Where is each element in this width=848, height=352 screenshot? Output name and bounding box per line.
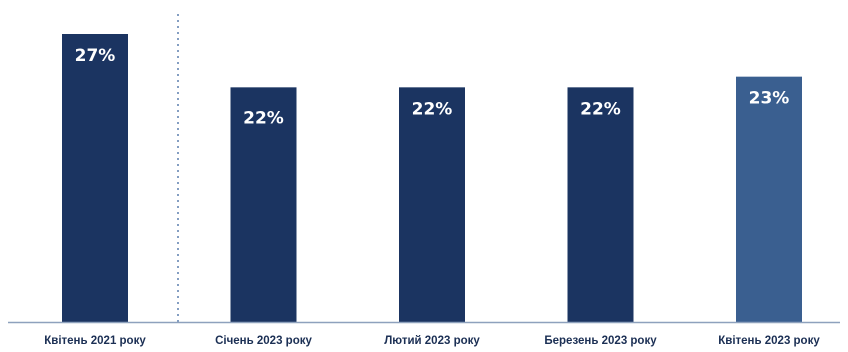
data-label-2: 22%: [243, 108, 284, 128]
category-label-2: Січень 2023 року: [215, 335, 312, 347]
data-label-5: 23%: [749, 89, 790, 109]
bar-1: [62, 34, 128, 322]
category-label-3: Лютий 2023 року: [384, 335, 480, 347]
bar-2: [230, 87, 297, 322]
category-label-1: Квітень 2021 року: [44, 335, 146, 347]
category-labels-group: Квітень 2021 року Січень 2023 року Лютий 2…: [44, 335, 820, 347]
bar-5: [736, 76, 802, 323]
bars-group: [62, 34, 802, 323]
data-label-1: 27%: [75, 46, 116, 66]
category-label-4: Березень 2023 року: [544, 335, 657, 347]
data-label-3: 22%: [412, 99, 453, 119]
bar-4: [567, 87, 634, 322]
category-label-5: Квітень 2023 року: [718, 335, 820, 347]
data-label-4: 22%: [580, 99, 621, 119]
data-labels-group: 27% 22% 22% 22% 23%: [75, 46, 790, 128]
bar-3: [399, 87, 465, 322]
